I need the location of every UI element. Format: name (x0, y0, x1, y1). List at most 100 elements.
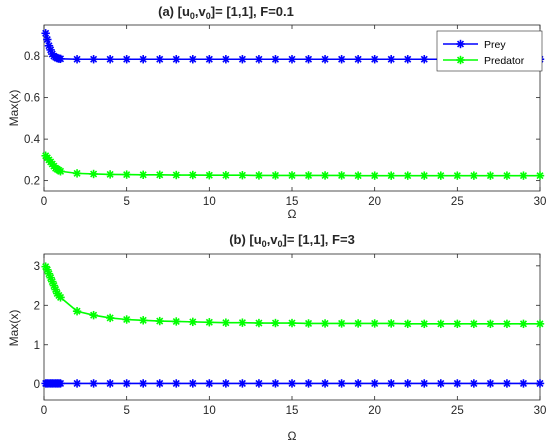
data-point-prey (387, 379, 396, 388)
data-point-prey (535, 379, 545, 388)
data-point-predator (353, 319, 363, 328)
legend-label: Predator (484, 55, 525, 67)
data-point-prey (155, 55, 164, 64)
legend-item-prey: Prey (443, 39, 506, 51)
data-point-prey (502, 379, 512, 388)
data-point-predator (403, 319, 412, 329)
legend-label: Prey (484, 39, 506, 51)
data-point-predator (453, 171, 462, 180)
data-point-predator (337, 319, 346, 328)
data-point-predator (72, 169, 82, 178)
data-point-predator (122, 315, 131, 324)
subplot-b-marks (41, 262, 545, 388)
data-point-predator (304, 319, 313, 328)
data-point-prey (221, 55, 231, 64)
data-point-prey (320, 379, 330, 388)
data-point-prey (205, 55, 214, 64)
data-point-predator (320, 171, 330, 180)
data-point-predator (89, 169, 98, 179)
data-point-prey (155, 379, 164, 388)
data-point-prey (254, 55, 264, 64)
data-point-predator (46, 273, 55, 282)
data-point-predator (420, 171, 429, 180)
subplot-b-ylabel: Max(x) (7, 310, 21, 347)
data-point-prey (105, 55, 115, 64)
data-point-predator (271, 171, 280, 180)
x-tick-label: 30 (534, 405, 547, 417)
data-point-prey (105, 379, 115, 388)
legend-item-predator: Predator (443, 55, 525, 67)
data-point-prey (172, 55, 181, 64)
data-point-prey (172, 379, 181, 388)
y-tick-label: 0.6 (24, 93, 40, 105)
data-point-prey (304, 55, 313, 64)
data-point-predator (221, 171, 231, 180)
data-point-predator (387, 171, 396, 180)
data-point-prey (387, 55, 396, 64)
data-point-predator (535, 319, 545, 329)
data-point-predator (105, 170, 115, 179)
data-point-prey (89, 379, 98, 388)
subplot-b-ticks: 0 5 10 15 20 25 30 0 1 2 3 (34, 254, 547, 417)
data-point-predator (469, 319, 479, 329)
x-tick-label: 15 (286, 196, 299, 208)
data-point-prey (72, 379, 82, 388)
data-point-prey (287, 379, 297, 388)
subplot-b-xlabel: Ω (288, 429, 297, 443)
data-point-predator (122, 170, 131, 179)
x-tick-label: 0 (41, 196, 47, 208)
data-point-predator (188, 317, 197, 327)
y-tick-label: 0 (34, 379, 40, 391)
x-tick-label: 10 (203, 405, 216, 417)
x-tick-label: 0 (41, 405, 47, 417)
data-point-prey (72, 55, 82, 64)
data-point-predator (353, 171, 363, 180)
data-point-prey (403, 55, 412, 64)
x-tick-label: 25 (451, 196, 464, 208)
y-tick-label: 2 (34, 300, 40, 312)
subplot-a-xlabel: Ω (288, 207, 297, 221)
data-point-predator (271, 318, 280, 328)
data-point-prey (353, 55, 363, 64)
data-point-predator (502, 319, 512, 329)
data-point-prey (370, 55, 379, 64)
data-point-predator (89, 310, 98, 320)
data-point-prey (304, 379, 313, 388)
data-point-prey (56, 54, 65, 64)
data-point-predator (420, 319, 429, 329)
y-tick-label: 3 (34, 261, 40, 273)
data-point-predator (139, 170, 148, 180)
data-point-predator (486, 319, 495, 329)
legend-marker (456, 39, 465, 49)
data-point-predator (238, 171, 247, 180)
x-tick-label: 30 (534, 196, 547, 208)
data-point-predator (535, 171, 545, 180)
data-point-prey (41, 29, 50, 38)
data-point-predator (72, 307, 82, 316)
x-tick-label: 15 (286, 405, 299, 417)
data-point-prey (89, 55, 98, 64)
data-point-predator (172, 170, 181, 180)
subplot-b: (b) [u0,v0]= [1,1], F=3 0 5 10 15 20 25 30 0 1 2 3… (7, 232, 546, 443)
x-tick-label: 5 (123, 196, 129, 208)
data-point-prey (254, 379, 264, 388)
data-point-prey (122, 55, 131, 64)
data-point-predator (105, 313, 115, 323)
y-tick-label: 0.2 (24, 176, 40, 188)
data-point-prey (139, 55, 148, 64)
data-point-predator (139, 316, 148, 325)
data-point-prey (188, 379, 197, 388)
y-tick-label: 0.8 (24, 51, 40, 63)
data-point-predator (254, 318, 264, 328)
data-point-prey (420, 55, 429, 64)
legend: Prey Predator (436, 30, 543, 72)
data-point-prey (436, 379, 445, 388)
y-tick-label: 1 (34, 340, 40, 352)
data-point-prey (238, 55, 247, 64)
x-tick-label: 20 (368, 405, 381, 417)
data-point-prey (403, 379, 412, 388)
data-point-prey (420, 379, 429, 388)
data-point-prey (205, 379, 214, 388)
data-point-predator (403, 171, 412, 180)
